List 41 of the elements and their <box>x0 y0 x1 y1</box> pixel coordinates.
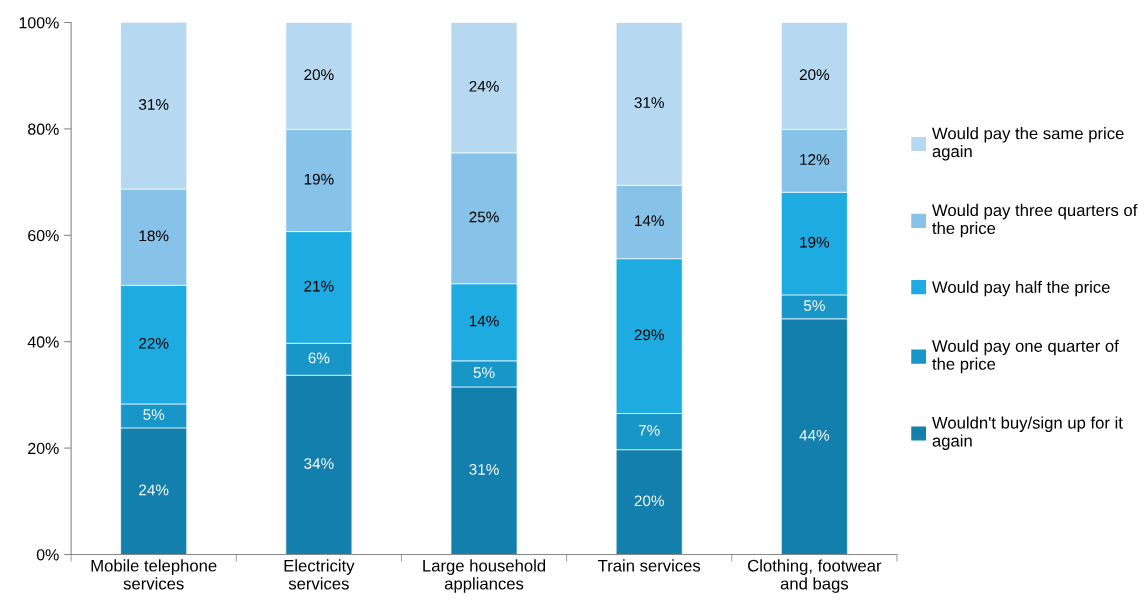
data-label: 22% <box>139 337 169 349</box>
data-label: 19% <box>304 173 334 185</box>
data-label: 31% <box>138 99 169 110</box>
data-label: 5% <box>143 409 165 421</box>
y-tick-label: 100% <box>19 17 59 29</box>
data-label: 14% <box>469 315 499 327</box>
x-tick-label: Train services <box>598 559 701 572</box>
data-label: 7% <box>638 424 660 436</box>
data-label: 24% <box>469 80 499 92</box>
y-tick-label: 80% <box>28 123 59 135</box>
data-label: 20% <box>634 495 664 507</box>
legend-label: Would pay three quarters of the price <box>932 203 1138 238</box>
y-tick-label: 40% <box>27 336 59 348</box>
data-label: 20% <box>304 69 334 81</box>
y-tick-label: 60% <box>28 229 59 242</box>
data-label: 31% <box>469 463 499 475</box>
data-label: 25% <box>469 211 499 223</box>
data-label: 14% <box>635 215 664 227</box>
data-label: 20% <box>799 69 830 81</box>
x-tick-label: Mobile telephone services <box>91 559 217 590</box>
legend-label: Would pay the same price again <box>932 127 1124 161</box>
data-label: 29% <box>634 329 664 341</box>
data-label: 34% <box>304 458 334 469</box>
legend-label: Wouldn't buy/sign up for it again <box>932 416 1123 450</box>
data-label: 6% <box>308 352 330 364</box>
data-label: 5% <box>803 300 825 311</box>
legend-label: Would pay one quarter of the price <box>932 339 1119 374</box>
data-label: 5% <box>473 367 495 378</box>
y-tick-label: 20% <box>28 442 59 455</box>
x-tick-label: Clothing, footwear and bags <box>748 559 882 593</box>
data-label: 31% <box>634 97 664 108</box>
data-label: 44% <box>799 430 830 441</box>
data-label: 21% <box>304 280 334 292</box>
data-label: 19% <box>800 236 830 248</box>
x-tick-label: Electricity services <box>284 559 355 590</box>
data-label: 12% <box>800 154 830 165</box>
data-label: 24% <box>139 484 169 496</box>
y-tick-label: 0% <box>36 549 59 561</box>
data-label: 18% <box>139 230 169 242</box>
x-tick-label: Large household appliances <box>423 559 546 593</box>
legend-label: Would pay half the price <box>932 280 1110 297</box>
